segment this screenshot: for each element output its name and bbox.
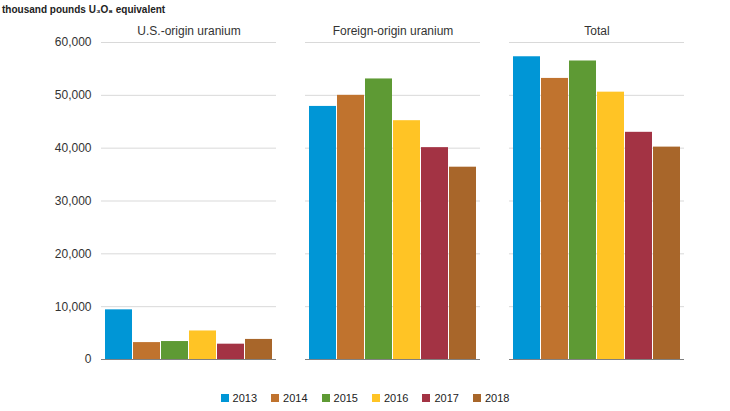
- html-text:2013: 2013: [232, 392, 257, 404]
- html-text:2017: 2017: [434, 392, 459, 404]
- html-text:thousand pounds U₃O₈ equivalen: thousand pounds U₃O₈ equivalent: [2, 4, 166, 15]
- svg-text:20,000: 20,000: [55, 247, 92, 261]
- svg-text:Foreign-origin uranium: Foreign-origin uranium: [333, 24, 454, 38]
- svg-text:10,000: 10,000: [55, 300, 92, 314]
- svg-text:30,000: 30,000: [55, 194, 92, 208]
- svg-text:0: 0: [85, 352, 92, 366]
- svg-text:50,000: 50,000: [55, 88, 92, 102]
- html-text:2016: 2016: [384, 392, 409, 404]
- html-text:2018: 2018: [485, 392, 510, 404]
- svg-text:60,000: 60,000: [55, 35, 92, 49]
- svg-text:40,000: 40,000: [55, 141, 92, 155]
- html-text:2015: 2015: [333, 392, 358, 404]
- html-text:2014: 2014: [283, 392, 308, 404]
- svg-text:U.S.-origin uranium: U.S.-origin uranium: [137, 24, 240, 38]
- svg-text:Total: Total: [584, 24, 609, 38]
